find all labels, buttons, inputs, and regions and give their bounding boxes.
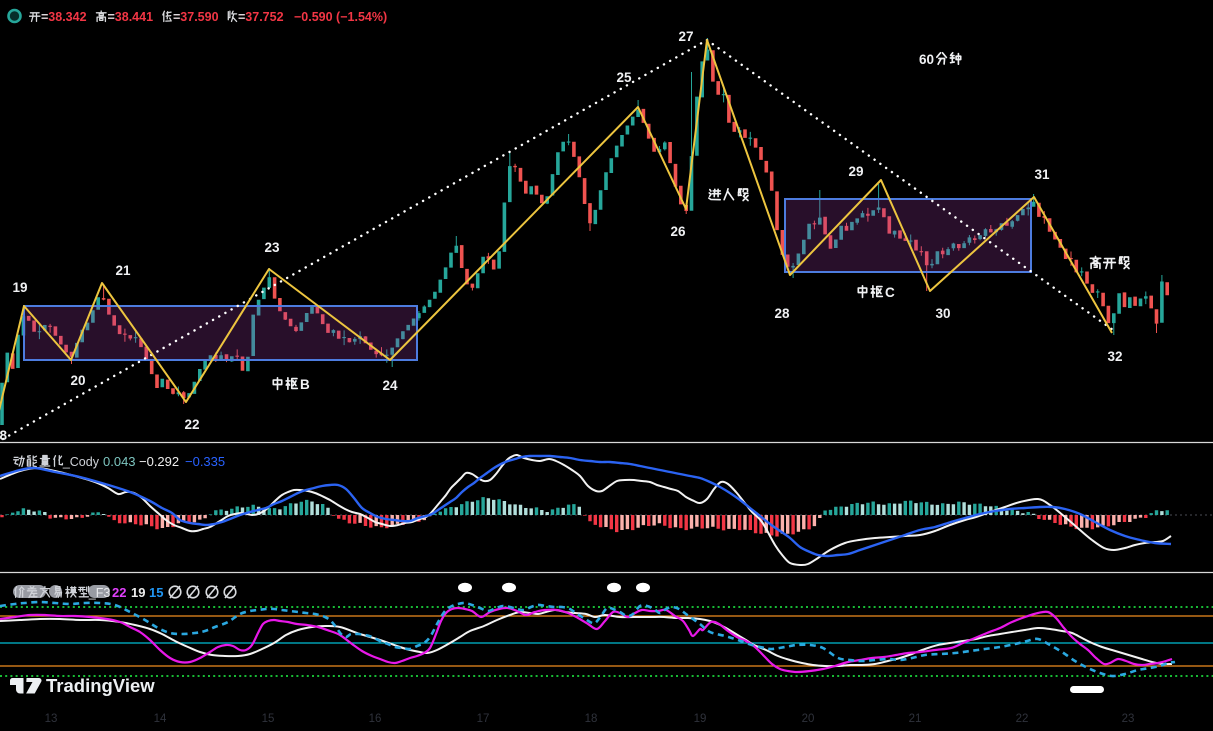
svg-text:20: 20	[70, 373, 85, 388]
svg-text:27: 27	[678, 29, 693, 44]
svg-text:22: 22	[112, 585, 126, 600]
svg-text:15: 15	[262, 713, 275, 725]
svg-text:=37.590: =37.590	[173, 10, 219, 24]
svg-text:14: 14	[154, 713, 167, 725]
svg-text:24: 24	[382, 378, 398, 393]
svg-text:0.043: 0.043	[103, 454, 136, 469]
svg-text:19: 19	[12, 280, 27, 295]
svg-text:30: 30	[935, 306, 950, 321]
svg-text:25: 25	[616, 70, 632, 85]
svg-text:=: =	[108, 10, 115, 24]
svg-text:_Cody: _Cody	[62, 455, 100, 469]
svg-text:28: 28	[774, 306, 790, 321]
svg-text:−0.335: −0.335	[185, 454, 225, 469]
svg-text:B: B	[300, 377, 310, 392]
svg-text:23: 23	[264, 240, 280, 255]
svg-text:18: 18	[585, 713, 598, 725]
svg-text:17: 17	[477, 713, 490, 725]
svg-text:22: 22	[184, 417, 199, 432]
svg-text:20: 20	[802, 713, 815, 725]
svg-text:19: 19	[694, 713, 707, 725]
svg-text:−0.590 (−1.54%): −0.590 (−1.54%)	[294, 10, 387, 24]
svg-text:18: 18	[0, 428, 8, 443]
svg-text:13: 13	[45, 713, 58, 725]
svg-text:21: 21	[909, 713, 922, 725]
svg-text:22: 22	[1016, 713, 1029, 725]
svg-text:32: 32	[1107, 349, 1122, 364]
svg-text:=37.752: =37.752	[238, 10, 284, 24]
svg-text:C: C	[885, 285, 895, 300]
svg-text:=: =	[238, 10, 245, 24]
svg-text:21: 21	[115, 263, 131, 278]
svg-text:16: 16	[369, 713, 382, 725]
svg-text:60: 60	[919, 52, 934, 67]
svg-text:23: 23	[1122, 713, 1135, 725]
svg-text:=38.342: =38.342	[41, 10, 87, 24]
svg-text:−0.292: −0.292	[139, 454, 179, 469]
svg-text:15: 15	[149, 585, 163, 600]
svg-text:26: 26	[670, 224, 686, 239]
svg-text:_F3: _F3	[88, 586, 111, 600]
svg-text:=: =	[173, 10, 180, 24]
svg-text:=38.441: =38.441	[108, 10, 154, 24]
svg-text:=: =	[41, 10, 48, 24]
svg-text:TradingView: TradingView	[46, 675, 155, 696]
svg-text:31: 31	[1034, 167, 1050, 182]
svg-text:19: 19	[131, 585, 145, 600]
svg-text:29: 29	[848, 164, 863, 179]
